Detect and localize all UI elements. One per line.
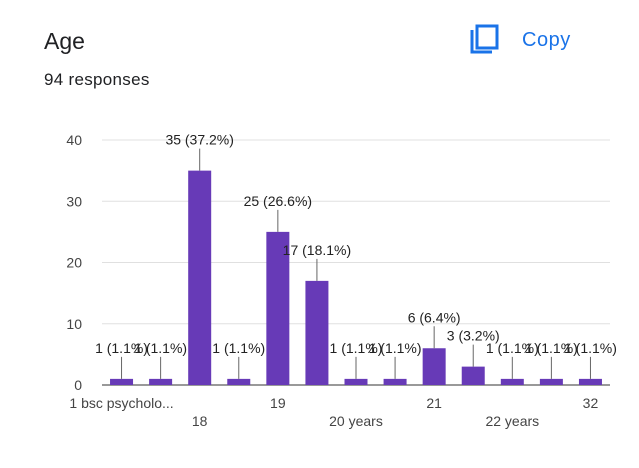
bar: [188, 170, 212, 385]
copy-label: Copy: [522, 28, 571, 51]
x-tick-label: 22 years: [485, 413, 539, 429]
data-label: 25 (26.6%): [244, 193, 312, 209]
data-label: 1 (1.1%): [486, 340, 539, 356]
data-label: 3 (3.2%): [447, 328, 500, 344]
x-tick-label: 1 bsc psycholo...: [69, 395, 173, 411]
y-tick-label: 0: [74, 377, 82, 393]
data-label: 1 (1.1%): [369, 340, 422, 356]
data-label: 1 (1.1%): [134, 340, 187, 356]
bar: [383, 378, 407, 385]
copy-button[interactable]: Copy: [468, 22, 571, 58]
bar: [227, 378, 251, 385]
x-tick-label: 19: [270, 395, 286, 411]
bar: [422, 348, 446, 385]
data-label: 6 (6.4%): [408, 309, 461, 325]
question-title: Age: [44, 28, 85, 54]
copy-icon: [470, 24, 499, 54]
data-label: 1 (1.1%): [525, 340, 578, 356]
bar: [461, 366, 485, 385]
bar: [344, 378, 368, 385]
data-label: 1 (1.1%): [330, 340, 383, 356]
y-tick-label: 30: [66, 193, 82, 209]
data-label: 35 (37.2%): [165, 132, 233, 148]
bar: [149, 378, 173, 385]
bar: [539, 378, 563, 385]
response-count: 94 responses: [44, 70, 150, 89]
y-tick-label: 10: [66, 316, 82, 332]
bar: [500, 378, 524, 385]
bar: [110, 378, 134, 385]
bar: [578, 378, 602, 385]
data-label: 1 (1.1%): [212, 340, 265, 356]
bar: [266, 231, 290, 385]
data-label: 1 (1.1%): [564, 340, 617, 356]
x-tick-label: 32: [583, 395, 599, 411]
x-tick-label: 21: [426, 395, 442, 411]
data-label: 17 (18.1%): [283, 242, 351, 258]
x-tick-label: 18: [192, 413, 208, 429]
y-tick-label: 20: [66, 255, 82, 271]
y-tick-label: 40: [66, 132, 82, 148]
data-label: 1 (1.1%): [95, 340, 148, 356]
bar: [305, 280, 329, 385]
x-tick-label: 20 years: [329, 413, 383, 429]
